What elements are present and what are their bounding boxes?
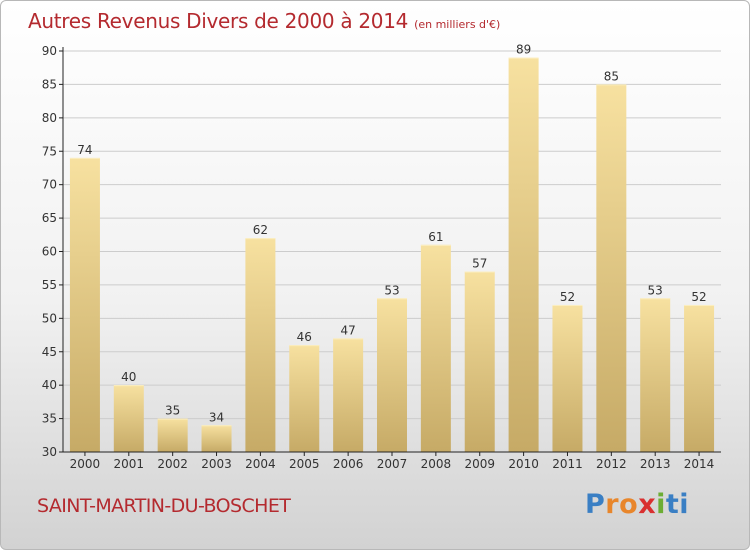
x-tick-label: 2008 [421, 457, 452, 471]
bar [157, 418, 188, 452]
data-label: 52 [560, 290, 575, 304]
bar [113, 385, 144, 452]
y-tick-label: 75 [42, 144, 57, 158]
y-tick-label: 35 [42, 412, 57, 426]
y-tick-label: 40 [42, 378, 57, 392]
logo-letter: i [656, 489, 666, 520]
x-tick-label: 2005 [289, 457, 320, 471]
location-name: SAINT-MARTIN-DU-BOSCHET [37, 495, 291, 517]
x-tick-label: 2012 [596, 457, 627, 471]
x-tick-label: 2013 [640, 457, 671, 471]
x-tick-label: 2007 [377, 457, 408, 471]
bar [508, 57, 539, 452]
y-tick-label: 90 [42, 44, 57, 58]
y-tick-label: 60 [42, 245, 57, 259]
y-tick-label: 65 [42, 211, 57, 225]
bar [596, 84, 627, 453]
logo-letter: ti [665, 489, 690, 520]
data-label: 46 [297, 330, 312, 344]
bar [289, 345, 320, 452]
x-tick-label: 2010 [508, 457, 539, 471]
proxiti-logo[interactable]: Proxiti [585, 489, 689, 520]
x-tick-label: 2001 [114, 457, 145, 471]
data-label: 61 [428, 230, 443, 244]
bar [464, 271, 495, 452]
chart-title-block: Autres Revenus Divers de 2000 à 2014 (en … [28, 9, 500, 33]
bar [684, 304, 715, 452]
x-tick-label: 2000 [70, 457, 101, 471]
x-tick-label: 2009 [464, 457, 495, 471]
bar [69, 157, 100, 452]
data-label: 57 [472, 257, 487, 271]
bar [245, 238, 276, 452]
y-tick-label: 55 [42, 278, 57, 292]
data-label: 40 [121, 370, 136, 384]
bar [640, 298, 671, 452]
y-tick-label: 80 [42, 111, 57, 125]
data-label: 62 [253, 223, 268, 237]
logo-letter: o [619, 489, 639, 520]
x-tick-label: 2004 [245, 457, 276, 471]
data-label: 53 [384, 283, 399, 297]
y-tick-label: 30 [42, 445, 57, 459]
data-label: 34 [209, 410, 224, 424]
x-tick-label: 2006 [333, 457, 364, 471]
bar [333, 338, 364, 452]
data-label: 47 [340, 323, 355, 337]
bar [420, 244, 451, 452]
data-label: 74 [77, 143, 92, 157]
data-label: 52 [691, 290, 706, 304]
bar-layer: 74 40 35 34 62 46 47 53 61 57 89 52 85 53 52 [69, 43, 715, 453]
y-tick-label: 85 [42, 77, 57, 91]
logo-letter: P [585, 489, 606, 520]
bar [377, 298, 407, 452]
y-tick-label: 70 [42, 178, 57, 192]
y-tick-label: 50 [42, 311, 57, 325]
bar [552, 304, 583, 452]
data-label: 85 [604, 69, 619, 83]
logo-letter: r [605, 489, 620, 520]
data-label: 89 [516, 43, 531, 57]
y-tick-label: 45 [42, 345, 57, 359]
logo-letter: x [638, 489, 657, 520]
bar [201, 425, 232, 452]
chart-title: Autres Revenus Divers de 2000 à 2014 [28, 9, 409, 33]
axis-layer: 30 35 40 45 50 55 60 65 70 75 80 85 90 2000 2001 2002 20… [42, 44, 721, 471]
data-label: 35 [165, 404, 180, 418]
x-tick-label: 2002 [157, 457, 188, 471]
x-tick-label: 2003 [201, 457, 232, 471]
x-tick-label: 2011 [552, 457, 583, 471]
data-label: 53 [648, 283, 663, 297]
x-tick-label: 2014 [684, 457, 715, 471]
chart-unit: (en milliers d'€) [414, 18, 501, 31]
